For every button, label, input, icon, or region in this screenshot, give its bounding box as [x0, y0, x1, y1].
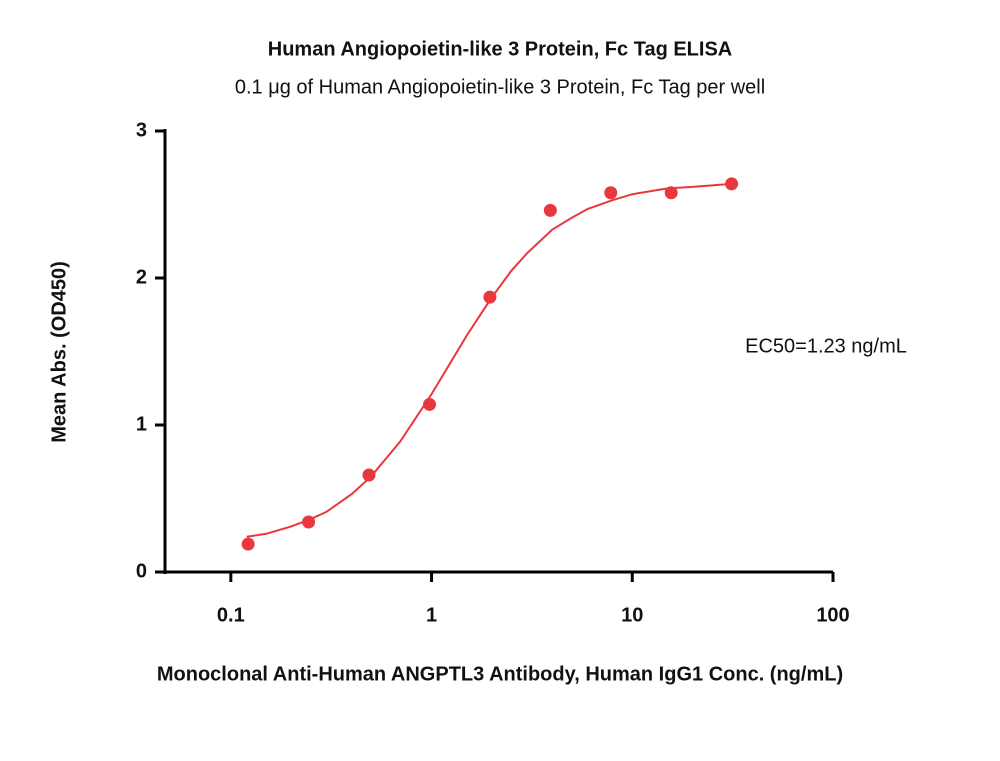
data-point	[483, 290, 497, 304]
x-tick-label: 10	[621, 604, 643, 626]
data-point	[543, 203, 557, 217]
x-axis-label: Monoclonal Anti-Human ANGPTL3 Antibody, …	[157, 663, 843, 685]
data-point	[423, 397, 437, 411]
x-tick-label: 1	[426, 604, 437, 626]
y-tick-label: 3	[136, 119, 147, 141]
x-tick-label: 100	[816, 604, 849, 626]
annotation: EC50=1.23 ng/mL	[745, 335, 907, 357]
data-point	[362, 468, 376, 482]
fit-curve	[246, 182, 732, 538]
x-tick-label: 0.1	[217, 604, 245, 626]
data-point	[725, 177, 739, 191]
y-tick-label: 2	[136, 266, 147, 288]
data-point	[664, 186, 678, 200]
y-tick-label: 0	[136, 560, 147, 582]
chart-subtitle: 0.1 μg of Human Angiopoietin-like 3 Prot…	[235, 76, 765, 98]
chart-title: Human Angiopoietin-like 3 Protein, Fc Ta…	[268, 38, 732, 60]
data-point	[241, 537, 255, 551]
data-point	[302, 515, 316, 529]
y-axis-label: Mean Abs. (OD450)	[48, 261, 70, 443]
y-tick-label: 1	[136, 413, 147, 435]
data-point	[604, 186, 618, 200]
